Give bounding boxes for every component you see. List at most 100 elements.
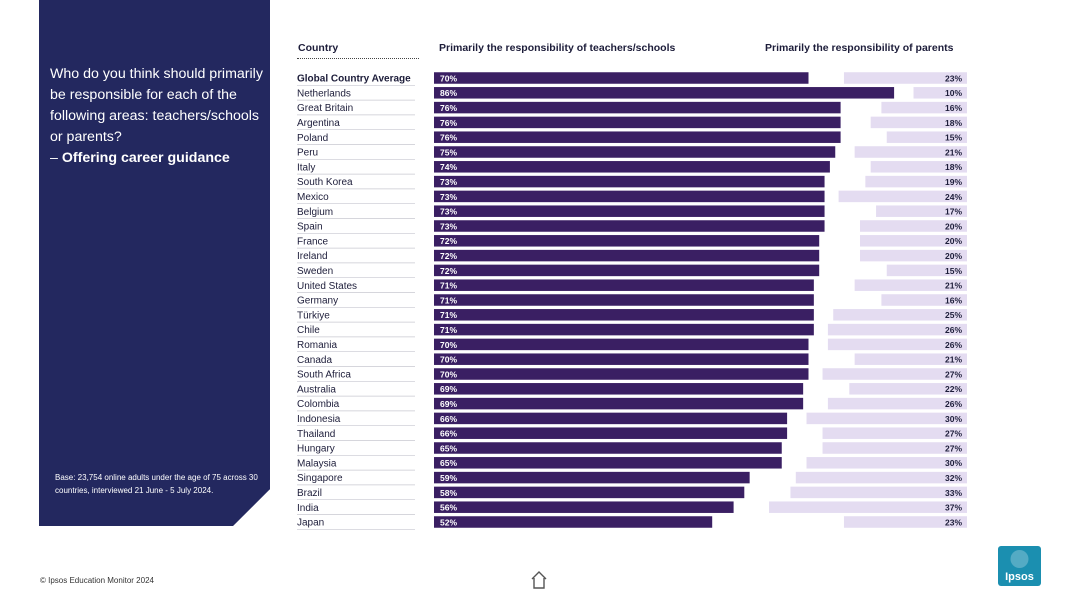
country-label: Thailand [297, 429, 335, 440]
teachers-value-label: 58% [440, 488, 457, 498]
teachers-bar [434, 383, 804, 395]
parents-value-label: 27% [945, 369, 962, 379]
country-label: Australia [297, 384, 336, 395]
teachers-bar [434, 264, 820, 277]
question-panel [39, 0, 270, 526]
country-label: Netherlands [297, 88, 351, 99]
question-body: Who do you think should primarily be res… [50, 66, 263, 145]
country-label: Ireland [297, 251, 328, 262]
teachers-bar [434, 471, 750, 484]
teachers-value-label: 73% [440, 207, 457, 217]
teachers-value-label: 76% [440, 133, 457, 143]
country-column-header: Country [298, 42, 339, 54]
parents-value-label: 32% [945, 473, 962, 483]
parents-value-label: 20% [945, 236, 962, 246]
teachers-bar [434, 146, 836, 158]
question-text: Who do you think should primarily be res… [50, 64, 265, 169]
parents-bar [806, 412, 967, 425]
country-label: Belgium [297, 207, 333, 218]
parents-value-label: 27% [945, 443, 962, 453]
teachers-value-label: 66% [440, 429, 457, 439]
teachers-bar [434, 457, 782, 469]
teachers-bar [434, 338, 809, 351]
teachers-value-label: 66% [440, 414, 457, 424]
teachers-bar [434, 161, 830, 173]
teachers-value-label: 73% [440, 192, 457, 202]
parents-value-label: 15% [945, 266, 962, 276]
country-label: Romania [297, 340, 337, 351]
parents-bar [865, 175, 967, 188]
parents-bar [849, 383, 967, 395]
teachers-value-label: 72% [440, 236, 457, 246]
teachers-bar [434, 368, 809, 380]
ipsos-logo: Ipsos [998, 546, 1041, 586]
country-label: South Africa [297, 370, 351, 381]
parents-bar [806, 457, 967, 469]
country-label: Sweden [297, 266, 333, 277]
parents-bar [822, 427, 967, 439]
teachers-bar [434, 101, 841, 114]
responsibility-bar-chart: Global Country Average 70% 23% Netherlands 8… [297, 72, 967, 530]
teachers-bar [434, 72, 809, 84]
parents-bar [854, 146, 967, 158]
teachers-bar [434, 427, 788, 439]
country-label: Hungary [297, 444, 335, 455]
parents-bar [870, 161, 967, 173]
teachers-value-label: 56% [440, 503, 457, 513]
home-icon[interactable] [530, 570, 548, 590]
teachers-bar [434, 412, 788, 425]
teachers-bar [434, 235, 820, 247]
country-label: Poland [297, 133, 328, 144]
teachers-bar [434, 397, 804, 410]
parents-value-label: 27% [945, 429, 962, 439]
country-label: France [297, 236, 329, 247]
parents-bar [860, 220, 967, 232]
parents-bar [822, 368, 967, 380]
parents-column-header: Primarily the responsibility of parents [765, 42, 954, 54]
teachers-value-label: 59% [440, 473, 457, 483]
parents-value-label: 26% [945, 399, 962, 409]
parents-bar [827, 323, 967, 336]
teachers-value-label: 69% [440, 399, 457, 409]
header-divider [297, 58, 419, 59]
teachers-bar [434, 116, 841, 129]
parents-bar [876, 205, 967, 217]
teachers-bar [434, 87, 895, 99]
parents-value-label: 24% [945, 192, 962, 202]
parents-bar [838, 190, 967, 203]
parents-bar [833, 309, 967, 321]
teachers-value-label: 73% [440, 177, 457, 187]
country-label: Global Country Average [297, 74, 411, 85]
teachers-value-label: 71% [440, 310, 457, 320]
parents-value-label: 17% [945, 207, 962, 217]
parents-bar [854, 353, 967, 365]
teachers-value-label: 72% [440, 266, 457, 276]
country-label: Germany [297, 296, 338, 307]
country-label: Indonesia [297, 414, 341, 425]
parents-bar [860, 249, 967, 262]
teachers-column-header: Primarily the responsibility of teachers… [439, 42, 676, 54]
country-label: Brazil [297, 488, 322, 499]
teachers-value-label: 75% [440, 147, 457, 157]
parents-value-label: 23% [945, 73, 962, 83]
teachers-value-label: 65% [440, 443, 457, 453]
teachers-bar [434, 294, 814, 306]
parents-bar [886, 264, 967, 277]
teachers-bar [434, 190, 825, 203]
parents-value-label: 37% [945, 503, 962, 513]
parents-bar [790, 486, 967, 499]
country-label: South Korea [297, 177, 353, 188]
parents-value-label: 16% [945, 295, 962, 305]
country-label: Singapore [297, 473, 343, 484]
teachers-bar [434, 309, 814, 321]
teachers-bar [434, 501, 734, 513]
parents-bar [843, 72, 967, 84]
parents-value-label: 18% [945, 118, 962, 128]
parents-value-label: 30% [945, 414, 962, 424]
teachers-value-label: 71% [440, 295, 457, 305]
parents-bar [854, 279, 967, 291]
parents-value-label: 33% [945, 488, 962, 498]
country-label: Chile [297, 325, 320, 336]
teachers-value-label: 70% [440, 355, 457, 365]
teachers-bar [434, 131, 841, 143]
